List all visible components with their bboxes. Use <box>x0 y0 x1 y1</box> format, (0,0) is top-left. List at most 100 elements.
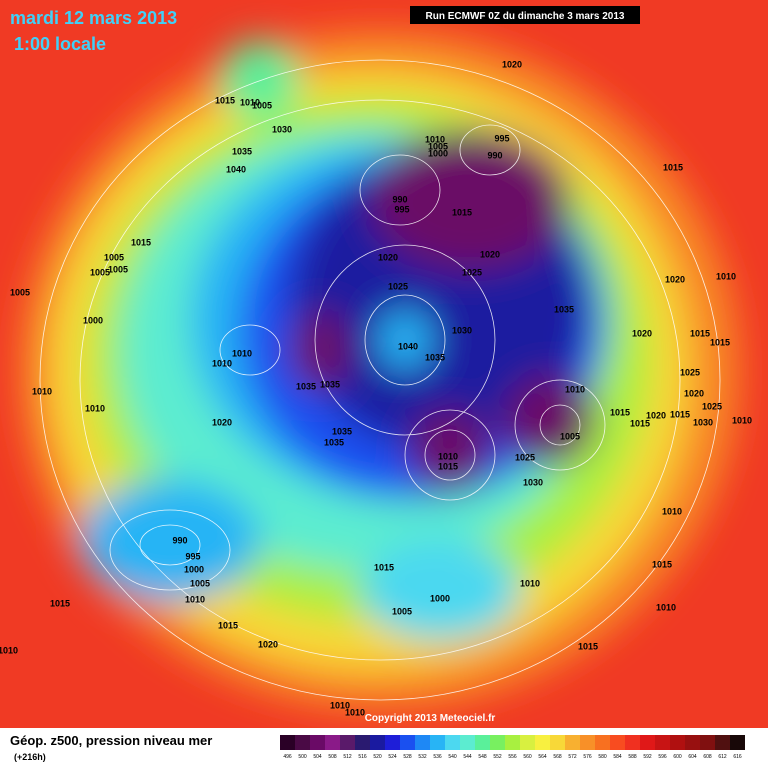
isobar-label: 1005 <box>108 264 128 274</box>
isobar-label: 1010 <box>32 386 52 396</box>
isobar-labels: 1015 101010051030103510401020101010051000… <box>0 59 752 717</box>
isobar-label: 1005 <box>190 578 210 588</box>
legend-level: 584 <box>613 754 622 760</box>
legend-swatch <box>535 735 550 750</box>
isobar-label: 1010 <box>520 578 540 588</box>
isobar-label: 1005 <box>90 267 110 277</box>
legend-level: 588 <box>628 754 637 760</box>
legend-level: 612 <box>718 754 727 760</box>
isobar-label: 1020 <box>632 328 652 338</box>
legend-level: 516 <box>358 754 367 760</box>
legend-level: 560 <box>523 754 532 760</box>
isobar-label: 1025 <box>388 281 408 291</box>
legend-level: 616 <box>733 754 742 760</box>
legend-swatch <box>670 735 685 750</box>
isobar-label: 1025 <box>462 267 482 277</box>
legend-level: 504 <box>313 754 322 760</box>
legend-swatch <box>340 735 355 750</box>
legend-swatch <box>520 735 535 750</box>
isobar-label: 1015 <box>670 409 690 419</box>
isobar-label: 1015 <box>710 337 730 347</box>
isobar-label: 1005 <box>428 141 448 151</box>
legend-level: 524 <box>388 754 397 760</box>
isobar-label: 1015 <box>218 620 238 630</box>
isobar-label: 1010 <box>438 451 458 461</box>
legend: 496 500 504 508 512 516 520 524 528 532 536 540 544 5… <box>280 735 745 760</box>
legend-swatch <box>280 735 295 750</box>
isobar-label: 1015 <box>438 461 458 471</box>
copyright: Copyright 2013 Meteociel.fr <box>365 713 496 724</box>
isobar-label: 1035 <box>324 437 344 447</box>
isobar-label: 1035 <box>554 304 574 314</box>
legend-level: 540 <box>448 754 457 760</box>
isobar-label: 1000 <box>428 148 448 158</box>
legend-swatch <box>385 735 400 750</box>
legend-swatch <box>295 735 310 750</box>
isobar-label: 1010 <box>185 594 205 604</box>
isobar-label: 1020 <box>502 59 522 69</box>
run-box <box>410 6 640 24</box>
isobar-label: 1005 <box>10 287 30 297</box>
isobar-label: 1015 <box>663 162 683 172</box>
legend-swatch <box>505 735 520 750</box>
isobar-label: 1010 <box>662 506 682 516</box>
isobar-label: 1010 <box>656 602 676 612</box>
legend-swatch <box>580 735 595 750</box>
isobar-label: 990 <box>172 535 187 545</box>
isobar-label: 1010 <box>232 348 252 358</box>
isobar-label: 1030 <box>523 477 543 487</box>
legend-swatch <box>730 735 745 750</box>
legend-level: 552 <box>493 754 502 760</box>
legend-level: 600 <box>673 754 682 760</box>
date-label: mardi 12 mars 2013 <box>10 8 177 28</box>
legend-level: 596 <box>658 754 667 760</box>
isobar-label: 1015 <box>630 418 650 428</box>
isobar-label: 1015 <box>374 562 394 572</box>
legend-swatch <box>700 735 715 750</box>
isobar-label: 1010 <box>330 700 350 710</box>
isobar-label: 1020 <box>258 639 278 649</box>
legend-swatch <box>625 735 640 750</box>
legend-level: 548 <box>478 754 487 760</box>
isobar-label: 1020 <box>665 274 685 284</box>
isobar-label: 1035 <box>296 381 316 391</box>
isobar-label: 1015 <box>215 95 235 105</box>
legend-level: 496 <box>283 754 292 760</box>
legend-level: 564 <box>538 754 547 760</box>
isobar-label: 1015 <box>452 207 472 217</box>
legend-level: 508 <box>328 754 337 760</box>
isobar-label: 1015 <box>610 407 630 417</box>
legend-level: 528 <box>403 754 412 760</box>
footer-title: Géop. z500, pression niveau mer <box>10 733 212 748</box>
legend-swatch <box>610 735 625 750</box>
isobar-label: 1025 <box>702 401 722 411</box>
isobar-label: 1010 <box>716 271 736 281</box>
isobar-label: 1035 <box>320 379 340 389</box>
isobar-label: 1030 <box>693 417 713 427</box>
isobar-label: 1020 <box>646 410 666 420</box>
legend-level: 576 <box>583 754 592 760</box>
legend-swatch <box>715 735 730 750</box>
legend-level: 592 <box>643 754 652 760</box>
isobar-label: 1015 <box>652 559 672 569</box>
isobar-label: 995 <box>494 133 509 143</box>
isobar-label: 1010 <box>565 384 585 394</box>
legend-level: 520 <box>373 754 382 760</box>
legend-swatch <box>325 735 340 750</box>
legend-swatch <box>490 735 505 750</box>
isobar-label: 1010 <box>85 403 105 413</box>
legend-level: 544 <box>463 754 472 760</box>
isobar-label: 1010 <box>240 97 260 107</box>
isobar-label: 1000 <box>83 315 103 325</box>
legend-level: 556 <box>508 754 517 760</box>
isobar-label: 1000 <box>430 593 450 603</box>
legend-swatch <box>370 735 385 750</box>
isobar-label: 1035 <box>232 146 252 156</box>
isobar-label: 1005 <box>252 100 272 110</box>
isobar-label: 1000 <box>184 564 204 574</box>
legend-swatch <box>460 735 475 750</box>
legend-swatch <box>310 735 325 750</box>
time-label: 1:00 locale <box>14 34 106 54</box>
legend-swatch <box>445 735 460 750</box>
